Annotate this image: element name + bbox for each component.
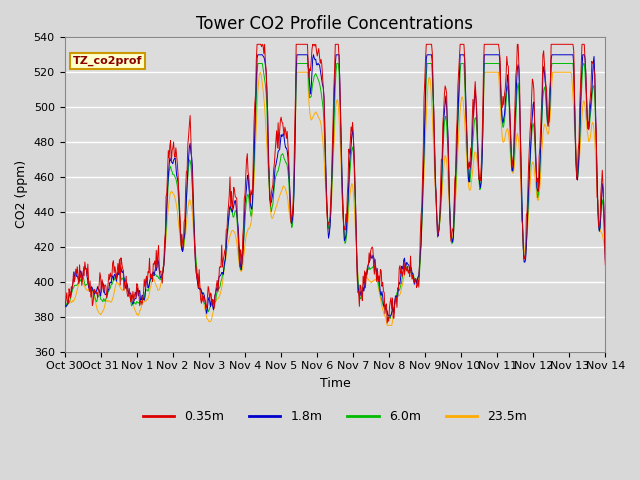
Line: 0.35m: 0.35m — [65, 44, 605, 323]
23.5m — [181, 236, 189, 241]
1.8m — [402, 263, 410, 269]
23.5m — [418, 226, 426, 231]
23.5m — [210, 308, 218, 313]
Text: TZ_co2prof: TZ_co2prof — [72, 56, 142, 66]
0.35m — [253, 41, 261, 47]
6.0m — [254, 60, 262, 66]
6.0m — [181, 225, 189, 230]
23.5m — [383, 323, 391, 328]
1.8m — [418, 219, 426, 225]
1.8m — [210, 307, 218, 312]
6.0m — [402, 264, 410, 270]
0.35m — [418, 204, 426, 209]
23.5m — [402, 266, 410, 272]
1.8m — [181, 231, 189, 237]
Y-axis label: CO2 (ppm): CO2 (ppm) — [15, 160, 28, 228]
0.35m — [181, 216, 189, 222]
23.5m — [256, 70, 264, 75]
Legend: 0.35m, 1.8m, 6.0m, 23.5m: 0.35m, 1.8m, 6.0m, 23.5m — [138, 405, 532, 428]
1.8m — [387, 313, 394, 319]
6.0m — [70, 283, 78, 288]
0.35m — [383, 320, 391, 326]
23.5m — [70, 297, 78, 303]
6.0m — [126, 294, 134, 300]
Line: 23.5m: 23.5m — [65, 72, 605, 325]
1.8m — [126, 290, 134, 296]
1.8m — [254, 52, 262, 58]
Title: Tower CO2 Profile Concentrations: Tower CO2 Profile Concentrations — [196, 15, 474, 33]
6.0m — [210, 300, 218, 306]
0.35m — [70, 279, 78, 285]
X-axis label: Time: Time — [319, 377, 350, 390]
6.0m — [61, 303, 68, 309]
Line: 1.8m: 1.8m — [65, 55, 605, 316]
1.8m — [61, 299, 68, 304]
6.0m — [387, 316, 394, 322]
6.0m — [602, 251, 609, 257]
0.35m — [210, 298, 218, 303]
1.8m — [70, 274, 78, 280]
0.35m — [61, 298, 68, 304]
23.5m — [126, 292, 134, 298]
6.0m — [418, 223, 426, 228]
0.35m — [602, 262, 609, 268]
23.5m — [61, 304, 68, 310]
1.8m — [602, 257, 609, 263]
Line: 6.0m: 6.0m — [65, 63, 605, 319]
0.35m — [126, 291, 134, 297]
0.35m — [402, 267, 410, 273]
23.5m — [602, 244, 609, 250]
